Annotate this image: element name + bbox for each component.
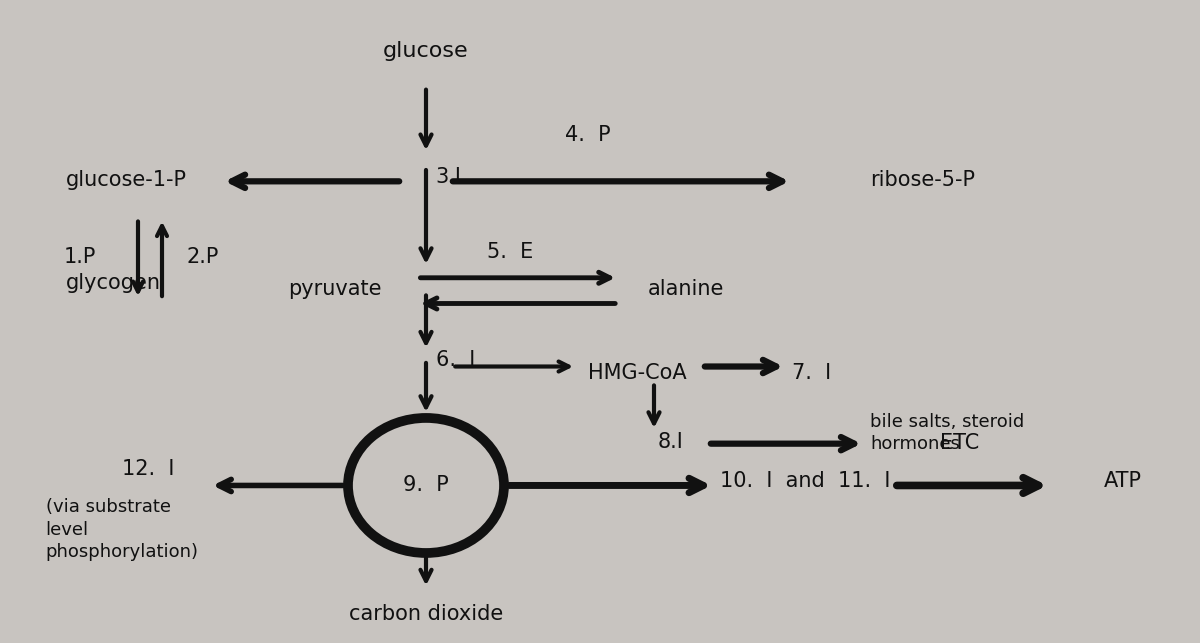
Text: glycogen: glycogen [66, 273, 161, 293]
Text: 7.  I: 7. I [792, 363, 832, 383]
Text: 1.P: 1.P [64, 247, 96, 267]
Text: HMG-CoA: HMG-CoA [588, 363, 686, 383]
Text: 3.I: 3.I [436, 167, 462, 187]
Text: glucose: glucose [383, 41, 469, 61]
Text: phosphorylation): phosphorylation) [46, 543, 199, 561]
Text: ribose-5-P: ribose-5-P [870, 170, 974, 190]
Text: ATP: ATP [1104, 471, 1142, 491]
Text: alanine: alanine [648, 279, 725, 300]
Text: 4.  P: 4. P [565, 125, 611, 145]
Text: 10.  I  and  11.  I: 10. I and 11. I [720, 471, 890, 491]
Text: 12.  I: 12. I [121, 459, 174, 480]
Text: 5.  E: 5. E [487, 242, 533, 262]
Text: bile salts, steroid: bile salts, steroid [870, 413, 1025, 431]
Text: glucose-1-P: glucose-1-P [66, 170, 187, 190]
Text: pyruvate: pyruvate [288, 279, 382, 300]
Text: 8.I: 8.I [658, 431, 683, 452]
Text: (via substrate: (via substrate [46, 498, 170, 516]
Text: level: level [46, 521, 89, 539]
Text: carbon dioxide: carbon dioxide [349, 604, 503, 624]
Text: 6.  I: 6. I [436, 350, 475, 370]
Text: 2.P: 2.P [186, 247, 218, 267]
Text: hormones: hormones [870, 435, 960, 453]
Text: ETC: ETC [941, 433, 979, 453]
Text: 9.  P: 9. P [403, 475, 449, 496]
